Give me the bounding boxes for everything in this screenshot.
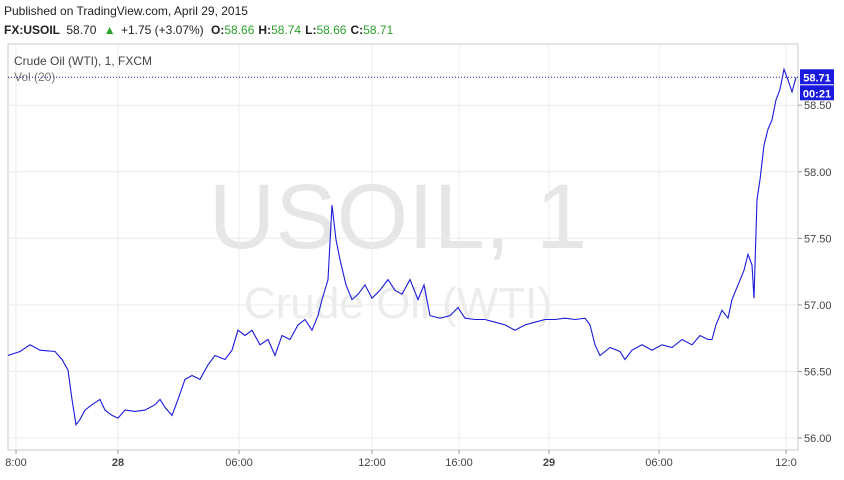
- published: Published on TradingView.com, April 29, …: [4, 4, 248, 18]
- x-tick-label: 8:00: [5, 457, 26, 469]
- legend-title: Crude Oil (WTI), 1, FXCM: [14, 54, 152, 68]
- ohlc-key: O:: [211, 23, 224, 37]
- change: +1.75 (+3.07%): [121, 23, 204, 37]
- y-tick-label: 57.00: [804, 300, 832, 312]
- ohlc-value: 58.66: [316, 23, 346, 37]
- symbol: FX:USOIL: [4, 23, 60, 37]
- x-tick-label: 29: [543, 457, 555, 469]
- countdown-box: [800, 85, 834, 101]
- x-tick-label: 28: [112, 457, 124, 469]
- y-tick-label: 57.50: [804, 233, 832, 245]
- watermark-sub: Crude Oil (WTI): [244, 279, 552, 328]
- price: 58.70: [66, 23, 96, 37]
- x-tick-label: 16:00: [445, 457, 473, 469]
- last-price-label: 58.71: [803, 72, 831, 84]
- ohlc-key: H:: [258, 23, 271, 37]
- change-arrow: ▲: [104, 23, 116, 37]
- plot-frame: [7, 43, 799, 451]
- y-tick-label: 58.00: [804, 167, 832, 179]
- header-line: FX:USOIL 58.70 ▲ +1.75 (+3.07%) O:58.66 H…: [4, 23, 393, 37]
- volume-label: Vol (20): [14, 70, 55, 84]
- last-price-box: [800, 69, 834, 85]
- ohlc-key: L:: [305, 23, 316, 37]
- countdown-label: 00:21: [803, 88, 831, 100]
- x-tick-label: 06:00: [225, 457, 253, 469]
- price-line: [7, 67, 797, 427]
- watermark: USOIL, 1: [209, 166, 587, 268]
- x-tick-label: 06:00: [645, 457, 673, 469]
- y-tick-label: 58.50: [804, 100, 832, 112]
- ohlc-value: 58.66: [224, 23, 254, 37]
- x-tick-label: 12:0: [775, 457, 796, 469]
- x-tick-label: 12:00: [358, 457, 386, 469]
- ohlc-key: C:: [350, 23, 363, 37]
- ohlc-value: 58.71: [363, 23, 393, 37]
- y-tick-label: 56.50: [804, 366, 832, 378]
- ohlc-value: 58.74: [271, 23, 301, 37]
- y-tick-label: 56.00: [804, 433, 832, 445]
